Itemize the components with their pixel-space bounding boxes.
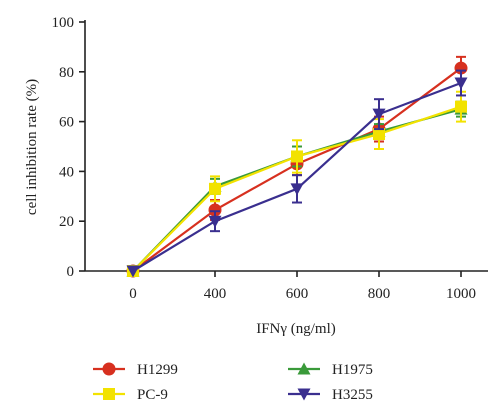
- x-tick-label: 600: [286, 286, 309, 302]
- legend-marker: [103, 388, 115, 400]
- x-tick-label: 800: [368, 286, 391, 302]
- legend-label: H3255: [332, 387, 373, 403]
- data-point: [454, 77, 468, 90]
- y-tick-label: 60: [59, 115, 74, 131]
- data-point: [126, 265, 140, 278]
- data-point: [373, 128, 385, 141]
- y-tick-label: 20: [59, 214, 74, 230]
- data-point: [455, 100, 467, 113]
- legend-item-h1975: H1975: [288, 362, 373, 378]
- x-tick-label: 400: [204, 286, 227, 302]
- y-tick-label: 100: [52, 15, 75, 31]
- y-tick-label: 0: [67, 264, 75, 280]
- legend-item-h1299: H1299: [93, 362, 178, 378]
- legend-label: H1299: [137, 362, 178, 378]
- data-point: [291, 150, 303, 163]
- legend-item-pc-9: PC-9: [93, 387, 168, 403]
- x-tick-label: 0: [129, 286, 137, 302]
- data-point: [290, 183, 304, 196]
- x-axis-title: IFNγ (ng/ml): [256, 321, 336, 337]
- data-point: [372, 108, 386, 121]
- data-point: [208, 215, 222, 228]
- series-layer: [126, 55, 468, 278]
- legend-marker: [297, 362, 311, 375]
- legend: H1299 H1975 PC-9 H3255: [93, 362, 373, 403]
- data-point: [208, 203, 222, 217]
- y-tick-label: 40: [59, 164, 74, 180]
- series-pc-9: [127, 90, 467, 277]
- y-axis-title: cell inhibition rate (%): [24, 79, 40, 215]
- legend-label: H1975: [332, 362, 373, 378]
- data-point: [209, 182, 221, 195]
- y-tick-label: 80: [59, 65, 74, 81]
- legend-label: PC-9: [137, 387, 168, 403]
- legend-marker: [297, 388, 311, 401]
- legend-marker: [102, 362, 116, 376]
- series-h3255: [126, 69, 468, 278]
- legend-item-h3255: H3255: [288, 387, 373, 403]
- x-tick-label: 1000: [446, 286, 476, 302]
